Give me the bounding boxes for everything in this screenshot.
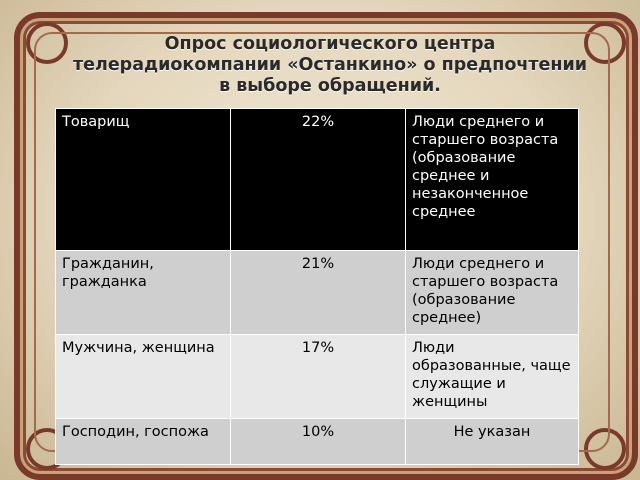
- decorative-frame: [14, 12, 638, 480]
- table-row: Мужчина, женщина 17% Люди образованные, …: [55, 334, 579, 419]
- frame-corner-ornament: [584, 22, 626, 64]
- group-cell: Люди среднего и старшего возраста (образ…: [405, 108, 579, 251]
- slide-title: Опрос социологического центра телерадиок…: [60, 34, 600, 97]
- percent-cell: 17%: [230, 334, 406, 419]
- title-line: в выборе обращений.: [219, 76, 441, 96]
- address-cell: Гражданин, гражданка: [55, 250, 231, 335]
- percent-cell: 10%: [230, 418, 406, 465]
- group-cell: Люди среднего и старшего возраста (образ…: [405, 250, 579, 335]
- group-cell: Не указан: [405, 418, 579, 465]
- poll-table: Товарищ 22% Люди среднего и старшего воз…: [55, 108, 579, 465]
- frame-corner-ornament: [26, 22, 68, 64]
- title-line: телерадиокомпании «Останкино» о предпочт…: [72, 55, 587, 75]
- table-row: Гражданин, гражданка 21% Люди среднего и…: [55, 250, 579, 335]
- table-row: Товарищ 22% Люди среднего и старшего воз…: [55, 108, 579, 251]
- frame-corner-ornament: [584, 428, 626, 470]
- address-cell: Господин, госпожа: [55, 418, 231, 465]
- title-line: Опрос социологического центра: [164, 34, 496, 54]
- percent-cell: 22%: [230, 108, 406, 251]
- percent-cell: 21%: [230, 250, 406, 335]
- address-cell: Товарищ: [55, 108, 231, 251]
- address-cell: Мужчина, женщина: [55, 334, 231, 419]
- group-cell: Люди образованные, чаще служащие и женщи…: [405, 334, 579, 419]
- table-row: Господин, госпожа 10% Не указан: [55, 418, 579, 465]
